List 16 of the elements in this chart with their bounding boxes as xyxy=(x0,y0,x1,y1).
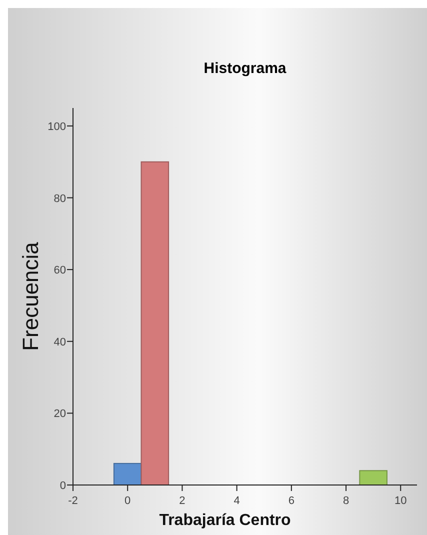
x-tick-label: 10 xyxy=(394,495,407,507)
y-tick-label: 0 xyxy=(60,480,66,492)
x-tick-label: 0 xyxy=(124,495,131,507)
y-tick-label: 40 xyxy=(54,336,66,348)
chart-title: Histograma xyxy=(204,60,287,77)
y-axis-title: Frecuencia xyxy=(18,241,43,351)
x-tick-label: 4 xyxy=(234,495,240,507)
y-tick-label: 100 xyxy=(48,120,66,133)
y-tick-label: 20 xyxy=(54,408,66,420)
y-tick-label: 60 xyxy=(54,264,66,277)
x-axis-title: Trabajaría Centro xyxy=(159,512,292,529)
x-tick-label: 8 xyxy=(342,495,350,507)
x-tick-label: 6 xyxy=(288,495,294,507)
x-tick-label: 2 xyxy=(179,495,186,507)
x-tick-label: -2 xyxy=(68,495,78,507)
y-tick-label: 80 xyxy=(54,192,66,205)
